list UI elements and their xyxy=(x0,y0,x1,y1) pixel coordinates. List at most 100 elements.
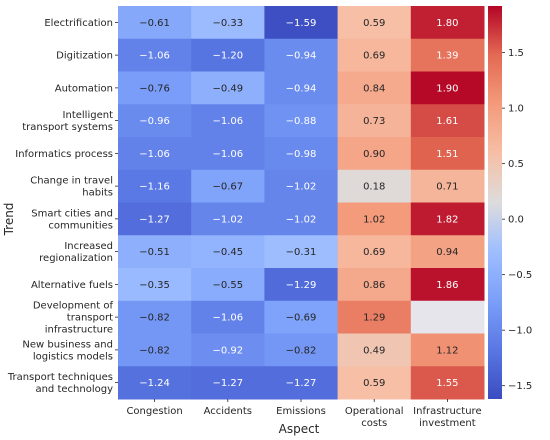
heatmap-cell xyxy=(118,202,192,236)
cell-value-label: 0.73 xyxy=(363,116,385,127)
heatmap-cell xyxy=(337,366,412,400)
heatmap-cell xyxy=(191,268,265,302)
heatmap-cell xyxy=(191,104,265,138)
heatmap-cell xyxy=(191,366,265,400)
y-tick-label: Transport techniques and technology xyxy=(7,372,113,395)
heatmap-cell xyxy=(264,38,339,72)
colorbar-tick-label: 0.5 xyxy=(508,159,524,170)
cell-value-label: 0.49 xyxy=(363,345,385,356)
heatmap-cell xyxy=(264,169,339,203)
heatmap-cell xyxy=(118,137,192,171)
cell-value-label: −0.51 xyxy=(139,247,170,258)
cell-value-label: −1.29 xyxy=(286,280,317,291)
heatmap-cell xyxy=(264,333,339,367)
heatmap-cell xyxy=(410,38,485,72)
heatmap-cell xyxy=(118,366,192,400)
cell-value-label: −0.33 xyxy=(212,18,243,29)
heatmap-cell xyxy=(337,333,412,367)
heatmap-cell xyxy=(118,333,192,367)
y-tick-label: Digitization xyxy=(56,51,113,62)
colorbar: 1.5 1.0 0.5 0.0 −0.5 −1.0 −1.5 xyxy=(488,6,532,399)
heatmap-cell xyxy=(337,300,412,334)
cell-value-label: −0.45 xyxy=(212,247,243,258)
colorbar-tick-label: −0.5 xyxy=(508,270,532,281)
heatmap-cell xyxy=(191,333,265,367)
cell-value-label: 0.90 xyxy=(363,149,385,160)
cell-value-label: −1.27 xyxy=(212,378,243,389)
heatmap-cell xyxy=(191,71,265,105)
heatmap-cell xyxy=(118,71,192,105)
cell-value-label: 0.69 xyxy=(363,51,385,62)
heatmap-cell xyxy=(337,202,412,236)
heatmap-cell xyxy=(118,268,192,302)
cell-value-label: −0.94 xyxy=(286,51,317,62)
cell-value-label: −0.92 xyxy=(212,345,243,356)
heatmap-cell xyxy=(337,38,412,72)
cell-value-label: −1.20 xyxy=(212,51,243,62)
cell-value-label: 1.51 xyxy=(436,149,458,160)
heatmap-cell xyxy=(118,300,192,334)
cell-value-label: 0.18 xyxy=(363,182,385,193)
cell-value-label: 1.90 xyxy=(436,83,458,94)
cell-value-label: 1.39 xyxy=(436,51,458,62)
x-tick-labels: Congestion Accidents Emissions Operational c… xyxy=(126,399,482,429)
heatmap-cell xyxy=(337,137,412,171)
colorbar-tick-label: 1.5 xyxy=(508,48,524,59)
cell-value-label: −0.49 xyxy=(212,83,243,94)
heatmap-cell xyxy=(264,235,339,269)
heatmap-cell xyxy=(337,268,412,302)
heatmap-cell xyxy=(118,169,192,203)
heatmap-cell xyxy=(191,6,265,40)
colorbar-tick-label: −1.0 xyxy=(508,326,532,337)
cell-value-label: −1.06 xyxy=(139,149,170,160)
cell-value-label: −0.55 xyxy=(212,280,243,291)
colorbar-tick-label: 1.0 xyxy=(508,104,524,115)
cell-value-label: −1.02 xyxy=(286,214,317,225)
cell-value-label: −0.35 xyxy=(139,280,170,291)
heatmap-cell xyxy=(410,268,485,302)
cell-value-label: −1.02 xyxy=(212,214,243,225)
y-tick-label: Development of transport infrastructure xyxy=(33,301,114,336)
cell-value-label: −1.59 xyxy=(286,18,317,29)
cell-value-label: −0.82 xyxy=(139,313,170,324)
cell-value-label: −1.06 xyxy=(212,116,243,127)
cell-value-label: 0.94 xyxy=(436,247,458,258)
heatmap-cell xyxy=(191,300,265,334)
cell-value-label: 0.69 xyxy=(363,247,385,258)
cell-value-label: 1.82 xyxy=(436,214,458,225)
x-tick-label: Accidents xyxy=(204,406,252,417)
cell-value-label: −0.31 xyxy=(286,247,317,258)
heatmap-cell xyxy=(337,6,412,40)
x-axis-label: Aspect xyxy=(279,422,320,436)
heatmap-cell xyxy=(410,104,485,138)
cell-value-label: −1.27 xyxy=(139,214,170,225)
heatmap-cell xyxy=(410,333,485,367)
heatmap-cell xyxy=(410,6,485,40)
cell-value-label: 0.84 xyxy=(363,83,385,94)
cell-value-label: −0.96 xyxy=(139,116,170,127)
y-tick-label: Electrification xyxy=(44,18,113,29)
cell-value-label: −1.06 xyxy=(139,51,170,62)
cell-value-label: −0.94 xyxy=(286,83,317,94)
heatmap-cell xyxy=(191,38,265,72)
y-tick-label: New business and logistics models xyxy=(22,339,113,362)
x-tick-label: Operational costs xyxy=(345,406,404,429)
heatmap-cell xyxy=(118,38,192,72)
cell-value-label: 1.12 xyxy=(436,345,458,356)
heatmap-cell xyxy=(410,300,485,334)
heatmap-cell xyxy=(191,137,265,171)
x-tick-label: Infrastructure investment xyxy=(413,406,481,429)
cell-value-label: −1.02 xyxy=(286,182,317,193)
heatmap-cell xyxy=(264,202,339,236)
cell-value-label: −0.82 xyxy=(139,345,170,356)
cell-value-label: −1.27 xyxy=(286,378,317,389)
colorbar-gradient xyxy=(488,6,502,399)
y-tick-label: Informatics process xyxy=(15,149,113,160)
heatmap-cell xyxy=(410,71,485,105)
cell-value-label: −1.16 xyxy=(139,182,170,193)
cell-value-label: −1.06 xyxy=(212,313,243,324)
cell-value-label: −0.82 xyxy=(286,345,317,356)
y-tick-label: Alternative fuels xyxy=(31,280,113,291)
